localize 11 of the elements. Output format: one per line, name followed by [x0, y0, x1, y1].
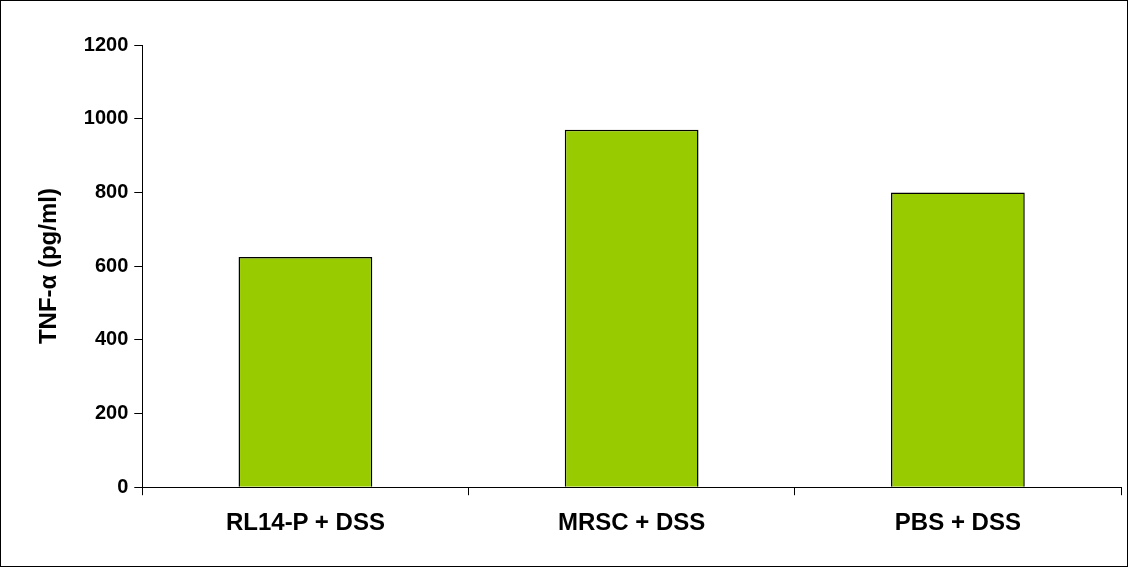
x-tick-label: PBS + DSS	[894, 508, 1021, 536]
y-tick-label: 0	[117, 474, 129, 497]
y-axis-title: TNF-α (pg/ml)	[34, 188, 62, 345]
y-tick-label: 1200	[83, 32, 129, 55]
y-tick-label: 600	[94, 253, 129, 276]
y-tick-label: 400	[94, 327, 129, 350]
y-tick-label: 800	[94, 179, 129, 202]
y-tick-label: 1000	[83, 106, 129, 129]
x-tick-label: MRSC + DSS	[557, 508, 706, 536]
x-tick-label: RL14-P + DSS	[225, 508, 385, 536]
y-tick-label: 200	[94, 401, 129, 424]
